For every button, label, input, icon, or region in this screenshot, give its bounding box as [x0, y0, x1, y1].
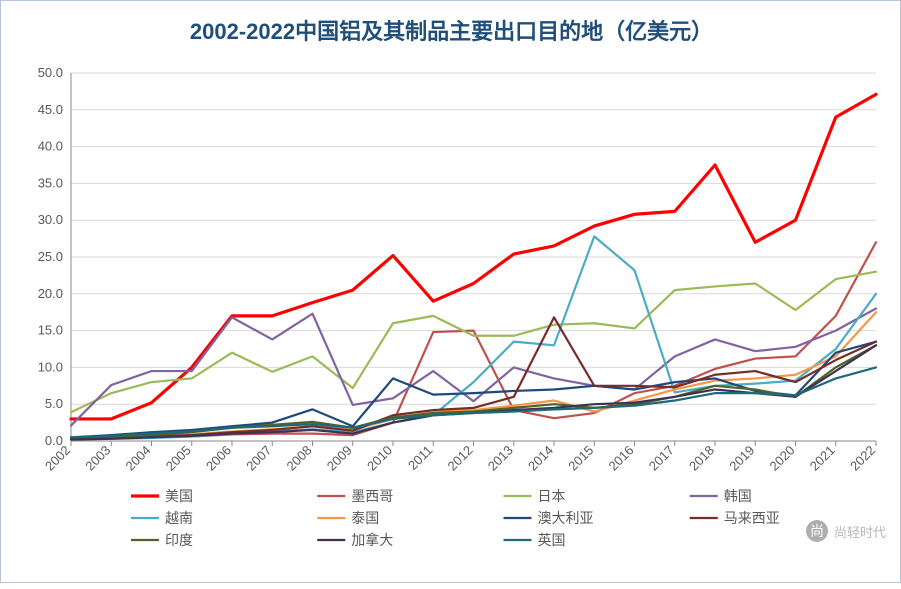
svg-text:2013: 2013: [485, 443, 516, 474]
line-chart: 0.05.010.015.020.025.030.035.040.045.050…: [1, 1, 901, 584]
svg-text:2018: 2018: [686, 443, 717, 474]
legend-item: 越南: [165, 510, 193, 526]
svg-text:15.0: 15.0: [38, 323, 63, 338]
legend-item: 日本: [538, 488, 566, 504]
legend-item: 加拿大: [351, 532, 393, 548]
svg-text:2016: 2016: [606, 443, 637, 474]
svg-text:35.0: 35.0: [38, 175, 63, 190]
svg-text:2004: 2004: [123, 443, 154, 474]
legend-item: 马来西亚: [724, 510, 780, 526]
legend-item: 泰国: [351, 510, 379, 526]
svg-text:20.0: 20.0: [38, 286, 63, 301]
svg-text:45.0: 45.0: [38, 102, 63, 117]
watermark: 尚 尚轻时代: [806, 520, 886, 542]
chart-container: 0.05.010.015.020.025.030.035.040.045.050…: [0, 0, 901, 583]
svg-text:40.0: 40.0: [38, 139, 63, 154]
svg-text:30.0: 30.0: [38, 212, 63, 227]
svg-text:2009: 2009: [324, 443, 355, 474]
legend-item: 美国: [165, 488, 193, 504]
svg-text:2012: 2012: [445, 443, 476, 474]
svg-text:2017: 2017: [646, 443, 677, 474]
watermark-icon: 尚: [806, 520, 828, 542]
svg-text:25.0: 25.0: [38, 249, 63, 264]
chart-title: 2002-2022中国铝及其制品主要出口目的地（亿美元）: [190, 19, 713, 44]
legend-item: 墨西哥: [351, 488, 393, 504]
legend-item: 英国: [538, 532, 566, 548]
svg-text:2020: 2020: [767, 443, 798, 474]
svg-text:2011: 2011: [405, 443, 435, 473]
svg-text:2007: 2007: [243, 443, 274, 474]
legend-item: 澳大利亚: [538, 510, 594, 526]
svg-text:2003: 2003: [82, 443, 113, 474]
svg-text:2019: 2019: [726, 443, 757, 474]
svg-text:2014: 2014: [525, 443, 556, 474]
watermark-text: 尚轻时代: [834, 522, 886, 541]
legend-item: 韩国: [724, 488, 752, 504]
svg-text:2006: 2006: [203, 443, 234, 474]
svg-text:2015: 2015: [565, 443, 596, 474]
svg-text:5.0: 5.0: [45, 396, 63, 411]
svg-text:2021: 2021: [807, 443, 838, 474]
svg-text:50.0: 50.0: [38, 65, 63, 80]
svg-text:10.0: 10.0: [38, 359, 63, 374]
svg-text:2008: 2008: [284, 443, 315, 474]
legend-item: 印度: [165, 532, 193, 548]
svg-text:2005: 2005: [163, 443, 194, 474]
svg-text:2010: 2010: [364, 443, 395, 474]
svg-text:2022: 2022: [847, 443, 878, 474]
